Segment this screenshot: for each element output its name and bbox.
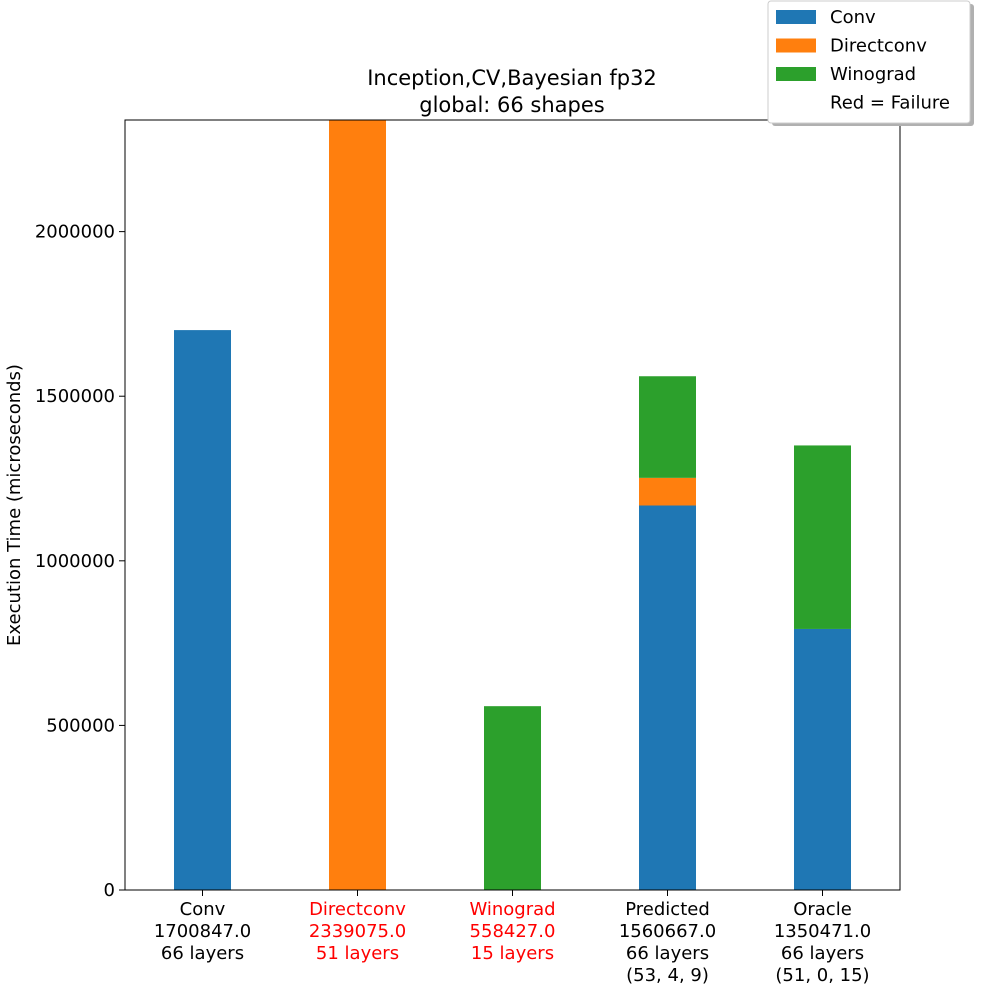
x-tick-label-line: 66 layers (161, 943, 244, 964)
chart-title-line-1: Inception,CV,Bayesian fp32 (367, 66, 657, 90)
x-tick-label-line: 2339075.0 (309, 921, 406, 942)
x-tick-label-line: 558427.0 (470, 921, 556, 942)
y-tick-label: 2000000 (35, 222, 115, 243)
legend-failure-note: Red = Failure (830, 93, 950, 114)
y-axis: 0 500000 1000000 1500000 2000000 (35, 222, 125, 901)
x-tick-label-conv: Conv 1700847.0 66 layers (154, 899, 251, 964)
x-tick-label-line: 1350471.0 (774, 921, 871, 942)
y-tick-label: 0 (104, 880, 115, 901)
bar-winograd-winograd (484, 706, 541, 890)
bar-oracle-winograd (794, 445, 851, 629)
bar-predicted-conv (639, 505, 696, 890)
bar-directconv-directconv (329, 120, 386, 890)
x-tick-label-winograd: Winograd 558427.0 15 layers (469, 899, 555, 964)
legend-swatch-winograd (776, 67, 816, 81)
x-tick-label-line: 66 layers (781, 943, 864, 964)
legend[interactable]: Conv Directconv Winograd Red = Failure (767, 0, 974, 126)
bar-conv-conv (174, 330, 231, 890)
legend-label-winograd: Winograd (830, 64, 916, 85)
x-tick-label-line: 1560667.0 (619, 921, 716, 942)
y-tick-label: 1000000 (35, 551, 115, 572)
x-tick-label-predicted: Predicted 1560667.0 66 layers (53, 4, 9) (619, 899, 716, 986)
y-tick-label: 1500000 (35, 386, 115, 407)
x-tick-label-line: (51, 0, 15) (775, 965, 869, 986)
x-tick-label-line: 15 layers (471, 943, 554, 964)
bars-group (174, 120, 851, 890)
x-tick-label-oracle: Oracle 1350471.0 66 layers (51, 0, 15) (774, 899, 871, 986)
x-tick-label-line: Oracle (793, 899, 852, 920)
x-tick-label-line: (53, 4, 9) (626, 965, 709, 986)
legend-swatch-directconv (776, 38, 816, 53)
x-tick-label-line: Predicted (625, 899, 710, 920)
legend-label-directconv: Directconv (830, 36, 927, 57)
bar-predicted-directconv (639, 477, 696, 506)
legend-label-conv: Conv (830, 7, 876, 28)
bar-predicted-winograd (639, 376, 696, 478)
x-tick-label-directconv: Directconv 2339075.0 51 layers (309, 899, 406, 964)
y-axis-label: Execution Time (microseconds) (4, 364, 25, 646)
x-tick-label-line: 66 layers (626, 943, 709, 964)
x-tick-label-line: 51 layers (316, 943, 399, 964)
legend-box (767, 0, 971, 124)
legend-swatch-conv (776, 10, 816, 24)
x-tick-label-line: Directconv (309, 899, 406, 920)
y-tick-label: 500000 (46, 715, 115, 736)
x-tick-label-line: 1700847.0 (154, 921, 251, 942)
x-tick-label-line: Conv (180, 899, 226, 920)
x-tick-label-line: Winograd (469, 899, 555, 920)
chart-title-line-2: global: 66 shapes (419, 93, 605, 117)
bar-oracle-conv (794, 628, 851, 890)
